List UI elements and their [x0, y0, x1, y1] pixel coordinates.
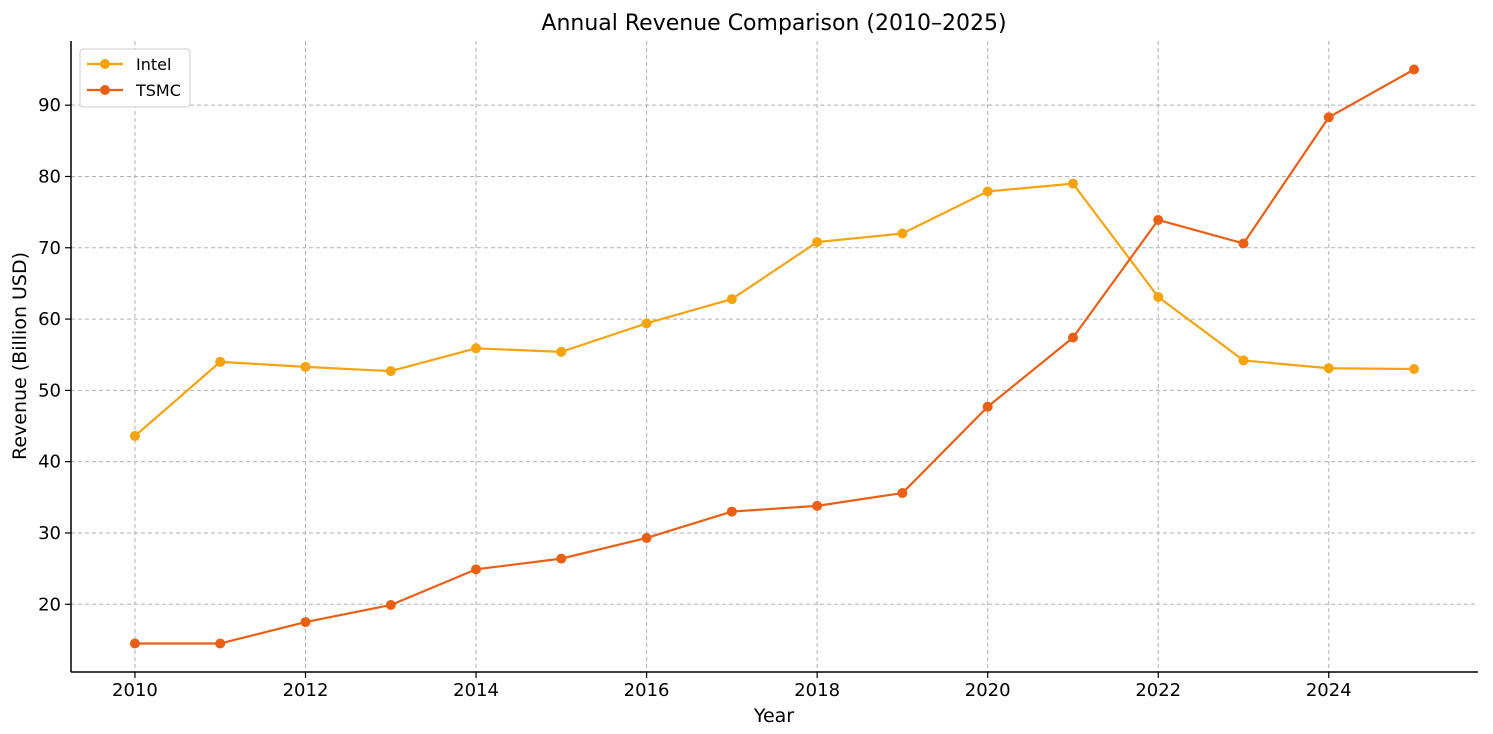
y-axis-title: Revenue (Billion USD) — [9, 252, 31, 460]
data-point — [812, 500, 823, 511]
x-tick-label: 2016 — [624, 680, 670, 701]
data-point — [1067, 332, 1078, 343]
x-tick-label: 2020 — [965, 680, 1011, 701]
data-point — [641, 318, 652, 329]
data-point — [641, 532, 652, 543]
data-point — [385, 366, 396, 377]
data-point — [897, 228, 908, 239]
legend-swatch-marker — [100, 59, 110, 69]
data-point — [982, 186, 993, 197]
data-point — [1153, 214, 1164, 225]
data-point — [1238, 238, 1249, 249]
y-tick-label: 80 — [38, 166, 61, 187]
grid-lines — [71, 41, 1478, 672]
data-point — [1409, 64, 1420, 75]
data-series — [129, 64, 1420, 649]
series-tsmc — [129, 64, 1420, 649]
data-point — [726, 294, 737, 305]
data-point — [300, 617, 311, 628]
data-point — [215, 638, 226, 649]
x-tick-label: 2012 — [283, 680, 329, 701]
axes — [70, 41, 1478, 673]
data-point — [1409, 363, 1420, 374]
data-point — [471, 564, 482, 575]
data-point — [1238, 355, 1249, 366]
series-line — [134, 182, 1415, 437]
data-point — [556, 346, 567, 357]
x-tick-label: 2014 — [453, 680, 499, 701]
data-point — [556, 553, 567, 564]
data-point — [300, 361, 311, 372]
data-point — [129, 430, 140, 441]
x-tick-label: 2010 — [112, 680, 158, 701]
y-tick-label: 20 — [38, 594, 61, 615]
chart-title: Annual Revenue Comparison (2010–2025) — [541, 11, 1006, 36]
x-tick-label: 2024 — [1306, 680, 1352, 701]
data-point — [1323, 363, 1334, 374]
y-tick-label: 30 — [38, 523, 61, 544]
x-axis-title: Year — [753, 705, 794, 727]
series-line — [134, 68, 1415, 645]
legend-label: Intel — [136, 55, 171, 74]
x-tick-label: 2022 — [1135, 680, 1181, 701]
data-point — [1323, 112, 1334, 123]
data-point — [385, 599, 396, 610]
data-point — [982, 401, 993, 412]
legend: Intel TSMC — [79, 48, 191, 108]
data-point — [726, 506, 737, 517]
data-point — [897, 488, 908, 499]
legend-label: TSMC — [135, 81, 181, 100]
legend-swatch-marker — [100, 85, 110, 95]
data-point — [1153, 291, 1164, 302]
y-tick-label: 40 — [38, 452, 61, 473]
tick-labels: 2010 2012 2014 2016 2018 2020 2022 2024 20 30 40 50… — [38, 95, 1352, 701]
y-tick-label: 60 — [38, 309, 61, 330]
data-point — [812, 237, 823, 248]
series-intel — [129, 178, 1420, 441]
data-point — [1067, 178, 1078, 189]
y-tick-label: 90 — [38, 95, 61, 116]
y-tick-label: 50 — [38, 380, 61, 401]
data-point — [215, 356, 226, 367]
data-point — [129, 638, 140, 649]
x-tick-label: 2018 — [794, 680, 840, 701]
y-tick-label: 70 — [38, 238, 61, 259]
data-point — [471, 343, 482, 354]
